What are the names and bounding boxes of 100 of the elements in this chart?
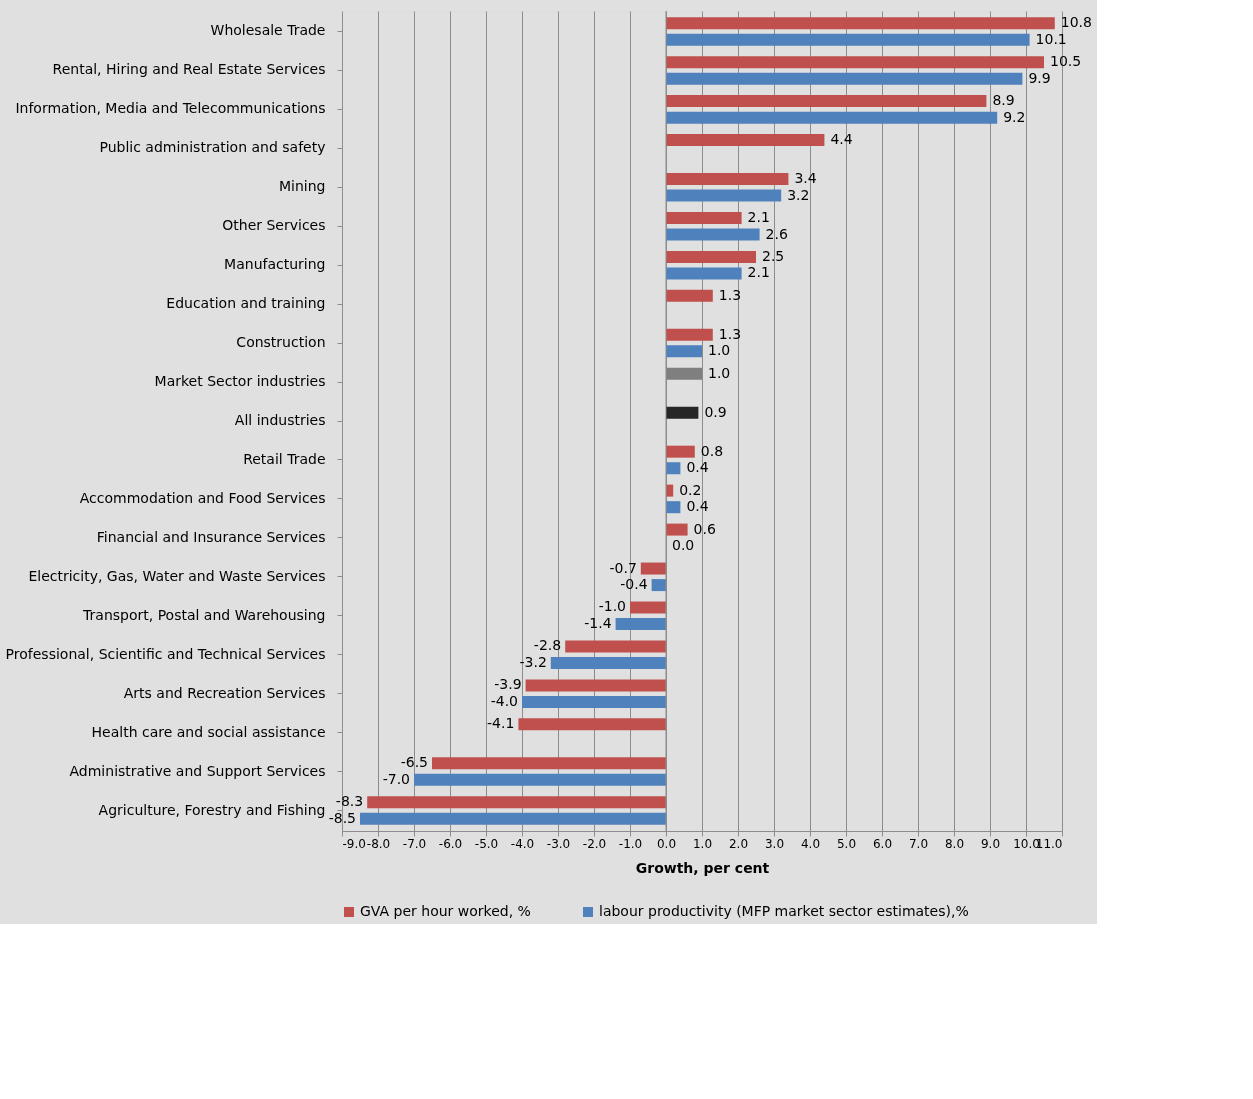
data-label: 2.6 [765,225,788,242]
data-label: 0.9 [704,403,727,420]
y-tick-label: Public administration and safety [99,139,326,156]
data-label: -2.8 [533,637,562,654]
bar [666,33,1030,46]
x-axis-title: Growth, per cent [635,859,770,876]
bar [640,562,666,575]
data-label: 1.3 [718,286,742,303]
data-label: -3.9 [494,676,522,693]
data-label: -8.5 [328,809,356,826]
y-tick-label: Other Services [222,217,326,234]
x-tick-label: -9.0 [342,836,366,851]
data-label: 0.8 [700,442,724,459]
bar [367,796,666,809]
y-tick-label: Retail Trade [243,450,326,467]
data-label: 10.5 [1050,53,1082,70]
bar [666,134,825,147]
y-tick-label: Health care and social assistance [91,723,326,740]
x-tick-label: 8.0 [944,836,965,851]
bar [666,211,742,224]
data-label: 1.0 [708,364,731,381]
bar [666,95,987,108]
x-tick-label: -5.0 [474,836,499,851]
y-tick-label: Construction [236,334,326,351]
x-tick-label: 3.0 [764,836,785,851]
x-tick-label: -8.0 [366,836,391,851]
y-tick-label: Financial and Insurance Services [96,528,326,545]
data-label: -0.4 [620,576,648,593]
bar [666,523,688,536]
data-label: -4.0 [490,692,518,709]
y-tick-label: Accommodation and Food Services [79,489,326,506]
y-tick-label: Wholesale Trade [210,22,326,39]
bar [666,501,681,514]
bar [630,601,666,614]
data-label: 0.0 [672,537,695,554]
y-tick-label: Rental, Hiring and Real Estate Services [52,61,326,78]
y-tick-label: Agriculture, Forestry and Fishing [98,801,326,818]
bar [414,773,666,786]
data-label: 4.4 [830,131,853,148]
bar [666,345,702,358]
data-label: 2.1 [747,264,770,281]
bar [518,718,666,731]
bar [666,250,756,263]
data-label: -0.7 [609,559,637,576]
data-label: 9.2 [1003,108,1026,125]
bar [666,289,713,302]
y-tick-label: Manufacturing [224,256,326,273]
bar [666,328,713,341]
x-tick-label: 6.0 [872,836,893,851]
y-tick-label: Market Sector industries [154,373,326,390]
data-label: 0.4 [686,459,709,476]
x-tick-label: -2.0 [582,836,607,851]
bar [666,17,1055,30]
y-tick-label: All industries [234,412,326,428]
bar [666,172,789,185]
data-label: -1.4 [584,615,612,632]
data-label: 0.4 [686,498,709,515]
data-label: -8.3 [335,793,364,810]
bar [615,618,666,631]
y-tick-label: Administrative and Support Services [69,762,326,779]
data-label: -7.0 [382,770,410,787]
bar [666,267,742,280]
x-tick-label: 1.0 [692,836,713,851]
y-tick-label: Transport, Postal and Warehousing [82,606,326,623]
y-tick-label: Information, Media and Telecommunications [15,100,326,117]
bar [432,757,666,770]
bar [565,640,666,653]
y-tick-label: Professional, Scientific and Technical Services [5,645,326,662]
x-tick-label: 4.0 [800,836,821,851]
bar [666,56,1044,69]
bar [666,406,699,419]
x-tick-label: 2.0 [728,836,749,851]
data-label: 3.2 [787,186,810,203]
x-tick-label: -6.0 [438,836,463,851]
legend-label: GVA per hour worked, % [360,903,531,919]
data-label: 9.9 [1028,69,1051,86]
x-tick-label: -7.0 [402,836,427,851]
bar [550,657,666,670]
data-label: 1.0 [708,342,731,359]
data-label: 0.6 [693,520,716,537]
data-label: -3.2 [519,654,547,671]
x-tick-label: 7.0 [908,836,929,851]
bar [522,695,666,708]
data-label: 2.1 [747,208,770,225]
legend-label: labour productivity (MFP market sector estimates),% [599,903,969,919]
bar [666,367,702,380]
data-label: 2.5 [762,247,785,264]
y-tick-label: Education and training [166,295,326,312]
bar [360,812,666,825]
x-tick-label: 9.0 [980,836,1001,851]
bar [666,111,998,124]
data-label: 0.2 [679,481,702,498]
x-tick-label: -1.0 [618,836,643,851]
y-tick-label: Mining [279,178,326,195]
y-tick-label: Electricity, Gas, Water and Waste Services [28,567,326,584]
bar [666,445,695,458]
x-tick-label: -3.0 [546,836,571,851]
data-label: 3.4 [794,169,817,186]
data-label: 1.3 [718,325,742,342]
x-tick-label: 5.0 [836,836,857,851]
